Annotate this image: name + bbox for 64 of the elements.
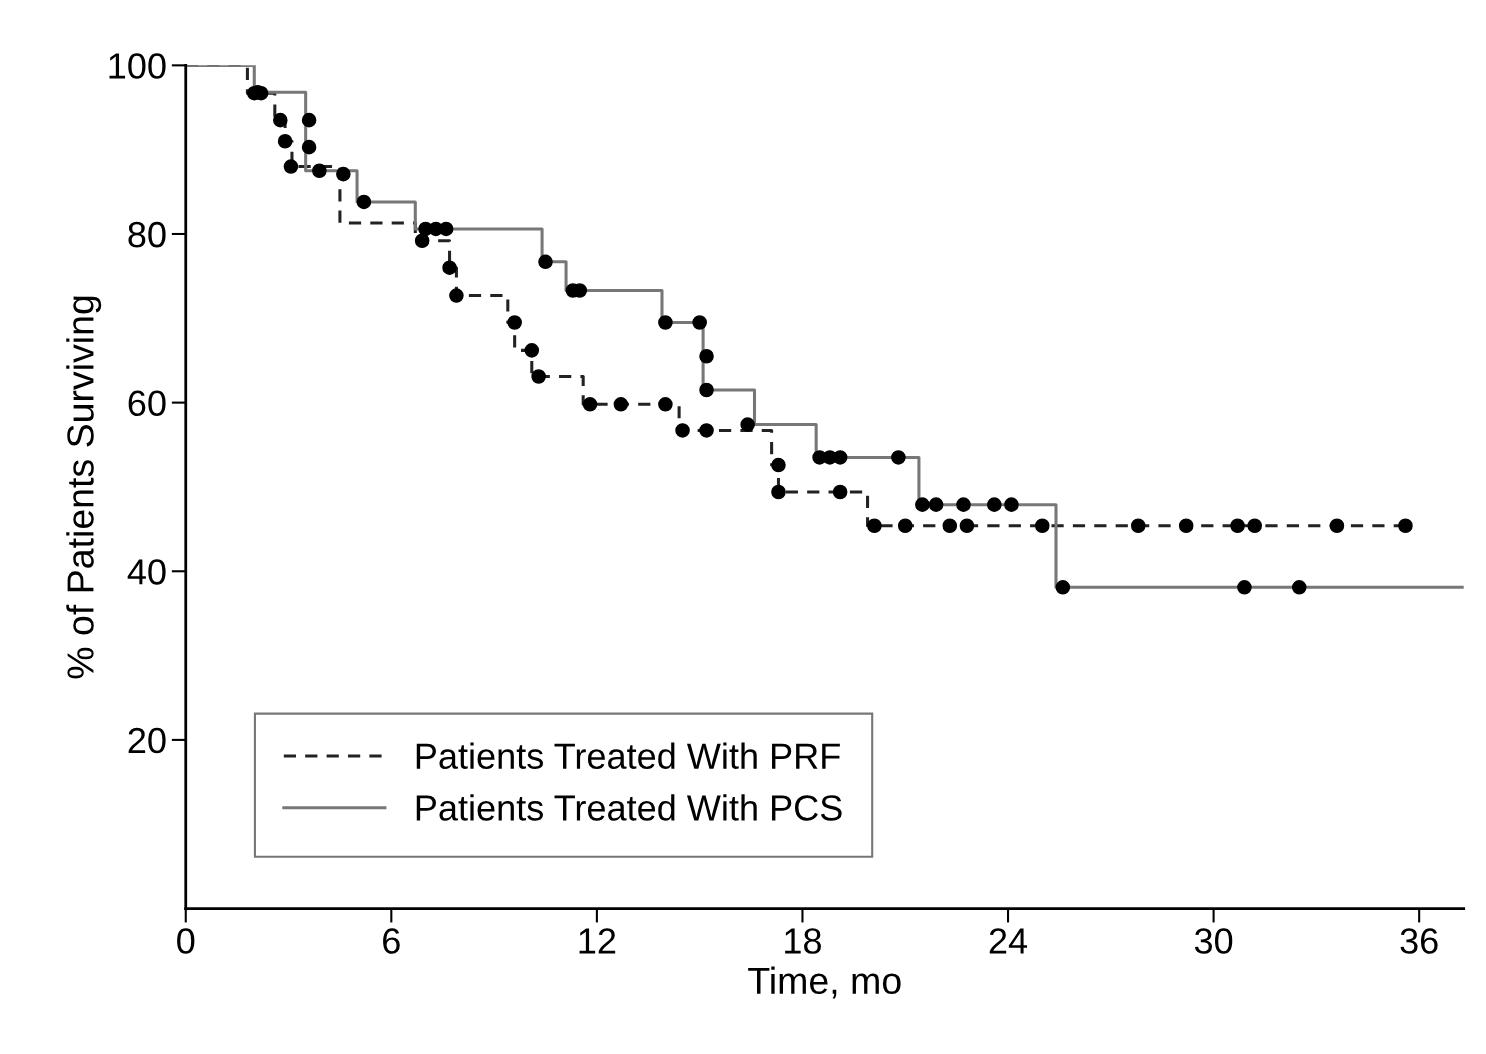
point (1004, 497, 1019, 512)
point (273, 112, 288, 128)
point (1237, 580, 1252, 595)
y-tick-label: 100 (109, 53, 166, 79)
point (1130, 518, 1146, 534)
point (942, 518, 958, 534)
x-tick-label: 36 (1400, 928, 1438, 954)
point (277, 133, 293, 149)
point (414, 233, 430, 249)
point (538, 254, 553, 270)
point (1035, 518, 1050, 534)
point (312, 163, 327, 179)
point (740, 417, 755, 432)
point (1291, 580, 1307, 595)
point (699, 348, 714, 364)
point (356, 194, 372, 210)
point (675, 423, 690, 438)
point (336, 166, 351, 182)
point (699, 382, 714, 398)
point (959, 518, 975, 534)
point (897, 518, 913, 534)
point (658, 315, 673, 330)
point (301, 139, 317, 155)
point (531, 369, 546, 384)
point (1055, 580, 1071, 595)
x-axis-title: Time, mo (748, 966, 901, 999)
point (832, 484, 848, 500)
x-tick-label: 12 (579, 928, 616, 954)
point (1178, 518, 1194, 534)
point (987, 497, 1002, 512)
point (928, 497, 944, 512)
point (1247, 518, 1262, 534)
x-tick-label: 18 (785, 928, 821, 954)
point (582, 397, 598, 412)
point (699, 423, 714, 438)
legend-label: Patients Treated With PCS (416, 794, 842, 821)
point (771, 457, 786, 473)
x-tick-label: 6 (383, 928, 400, 954)
x-tick-label: 24 (989, 928, 1028, 954)
point (867, 518, 882, 534)
point (956, 497, 971, 512)
legend-label: Patients Treated With PRF (416, 742, 840, 770)
point (692, 315, 707, 330)
y-tick-label: 40 (127, 559, 166, 585)
point (1329, 518, 1345, 534)
point (915, 497, 930, 512)
x-tick-label: 0 (177, 928, 195, 954)
point (283, 159, 299, 174)
point (613, 397, 629, 412)
y-tick-label: 60 (128, 390, 166, 417)
y-tick-label: 80 (128, 221, 166, 248)
point (524, 343, 540, 358)
point (449, 288, 464, 303)
point (891, 450, 906, 465)
point (1230, 518, 1245, 534)
point (1398, 518, 1413, 534)
x-tick-label: 30 (1194, 928, 1233, 954)
point (301, 112, 317, 128)
y-axis-title: % of Patients Surviving (66, 296, 102, 679)
point (771, 484, 786, 500)
point (442, 260, 457, 275)
y-tick-label: 20 (128, 727, 166, 754)
point (658, 397, 673, 412)
point (507, 315, 522, 330)
